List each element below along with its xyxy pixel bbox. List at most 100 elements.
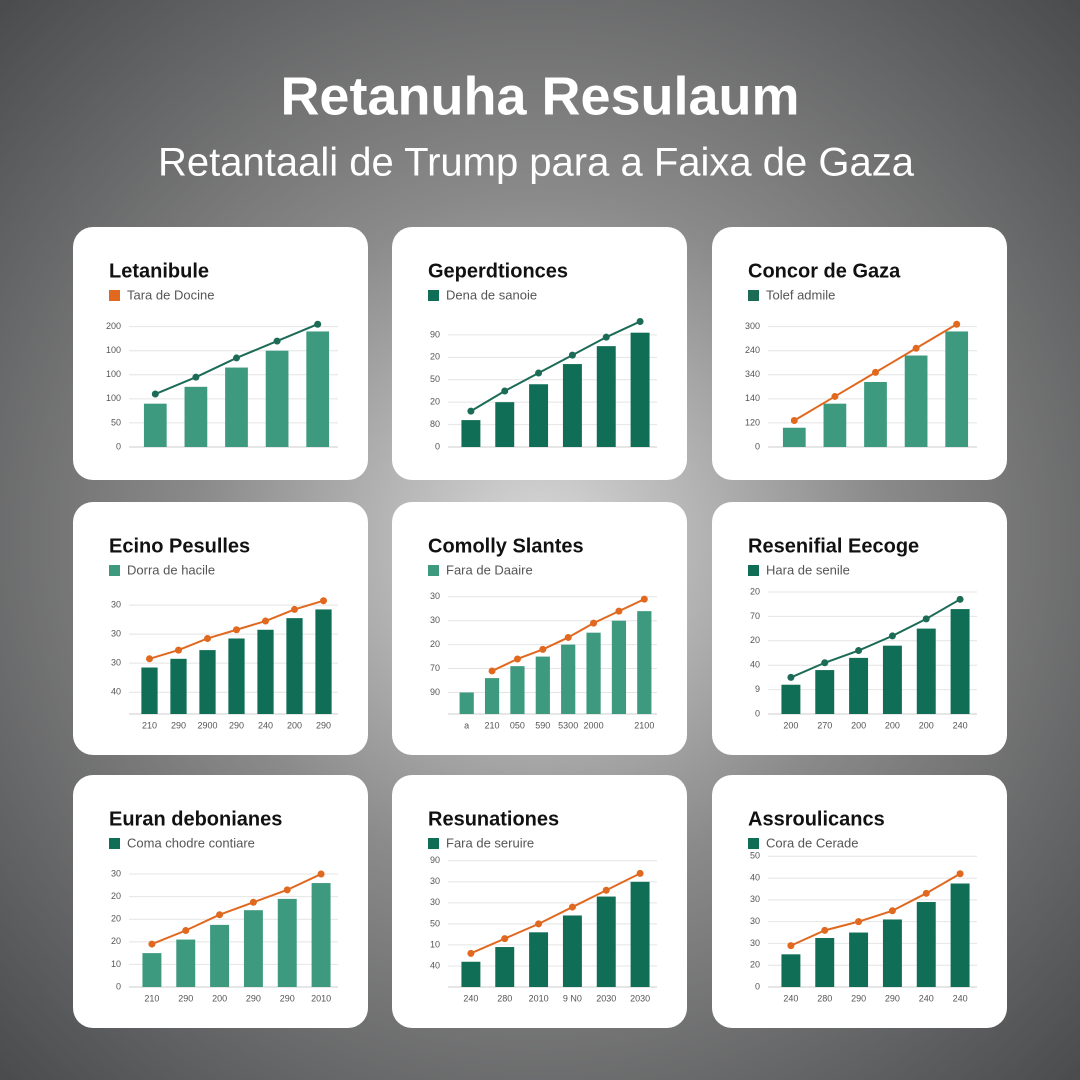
y-tick-label: 30 [430,897,440,907]
trend-point [501,387,509,395]
y-tick-label: 240 [745,345,760,355]
y-tick-label: 30 [111,628,121,638]
trend-point [956,870,964,878]
legend-label: Dena de sanoie [446,287,537,302]
x-tick-label: 200 [851,720,866,730]
trend-point [590,619,598,627]
trend-point [182,927,190,935]
page-title: Retanuha Resulaum [280,66,799,126]
bar [306,331,330,447]
y-tick-label: 90 [430,329,440,339]
trend-point [912,344,920,352]
bar [562,364,582,447]
x-tick-label: 2030 [630,993,650,1003]
trend-point [320,597,327,605]
legend-swatch [748,290,759,301]
legend-label: Hara de senile [766,562,850,577]
x-tick-label: 240 [919,993,934,1003]
bar [210,924,230,987]
y-tick-label: 340 [745,369,760,379]
y-tick-label: 120 [745,417,760,427]
bar [849,932,869,987]
y-tick-label: 20 [430,352,440,362]
trend-point [283,886,291,894]
y-tick-label: 40 [750,660,760,670]
bar [864,382,887,447]
legend-swatch [428,290,439,301]
chart-title: Euran debonianes [109,808,282,830]
y-tick-label: 30 [430,591,440,601]
trend-point [821,659,829,667]
y-tick-label: 20 [430,397,440,407]
y-tick-label: 0 [755,441,760,451]
y-tick-label: 100 [106,369,121,379]
x-tick-label: 290 [229,720,244,730]
trend-point [151,390,159,398]
y-tick-label: 50 [111,417,121,427]
trend-point [568,351,576,359]
chart-title: Assroulicancs [748,808,885,830]
bar [199,650,216,714]
trend-point [602,333,610,341]
y-tick-label: 200 [106,321,121,331]
x-tick-label: 050 [510,720,525,730]
trend-point [953,320,961,328]
bar [510,666,525,714]
bar [782,427,806,447]
trend-point [233,626,240,634]
x-tick-label: 210 [144,993,159,1003]
legend-label: Fara de seruire [446,835,534,850]
bar [461,420,481,447]
chart-title: Resenifial Eecoge [748,535,919,557]
x-tick-label: 590 [535,720,550,730]
y-tick-label: 0 [435,441,440,451]
y-tick-label: 0 [755,708,760,718]
bar [142,953,162,987]
trend-point [501,935,509,943]
chart-title: Letanibule [109,260,209,282]
x-tick-label: 2000 [584,720,604,730]
y-tick-label: 50 [430,918,440,928]
y-tick-label: 20 [111,891,121,901]
bar [882,919,902,987]
trend-point [787,942,795,950]
bar [916,628,936,714]
y-tick-label: 140 [745,393,760,403]
legend-label: Coma chodre contiare [127,835,255,850]
trend-point [831,392,839,400]
bar [630,332,650,447]
trend-point [175,646,182,654]
trend-line [470,872,641,955]
x-tick-label: 5300 [558,720,578,730]
bar [535,656,550,714]
y-tick-label: 40 [430,960,440,970]
y-tick-label: 70 [750,611,760,621]
trend-line [151,873,322,946]
legend-label: Tolef admile [766,287,835,302]
x-tick-label: 2010 [529,993,549,1003]
trend-point [615,607,623,615]
x-tick-label: 290 [171,720,186,730]
y-tick-label: 30 [111,868,121,878]
chart-title: Comolly Slantes [428,535,584,557]
x-tick-label: 210 [142,720,157,730]
trend-line [470,320,641,412]
x-tick-label: 200 [885,720,900,730]
bar [228,638,245,714]
trend-point [535,369,543,377]
x-tick-label: 200 [212,993,227,1003]
y-tick-label: 20 [111,914,121,924]
y-tick-label: 30 [750,894,760,904]
y-tick-label: 40 [750,872,760,882]
trend-point [636,317,644,325]
legend-swatch [748,838,759,849]
bar [243,910,263,987]
legend-swatch [428,838,439,849]
bar [495,402,515,447]
x-tick-label: 2010 [311,993,331,1003]
x-tick-label: 200 [783,720,798,730]
y-tick-label: 40 [111,687,121,697]
chart-card [712,227,1007,480]
bar [257,629,274,714]
